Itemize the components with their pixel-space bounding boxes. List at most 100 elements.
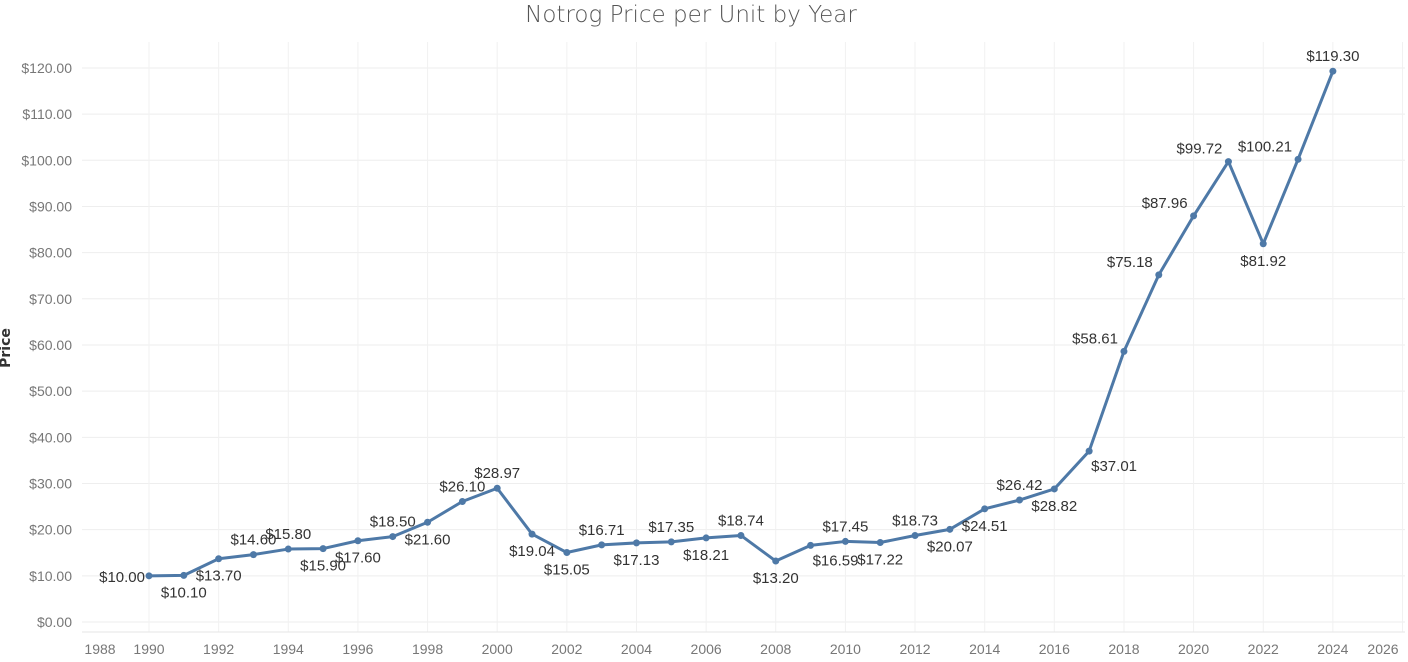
data-point bbox=[667, 538, 675, 546]
y-tick-label: $80.00 bbox=[29, 245, 72, 261]
data-point bbox=[911, 532, 919, 540]
data-point bbox=[1259, 240, 1267, 248]
x-tick-label: 2026 bbox=[1367, 641, 1398, 657]
x-tick-label: 1996 bbox=[342, 641, 373, 657]
data-label: $58.61 bbox=[1072, 330, 1118, 347]
y-tick-label: $0.00 bbox=[37, 614, 72, 630]
y-tick-label: $50.00 bbox=[29, 383, 72, 399]
data-label: $13.20 bbox=[753, 570, 799, 587]
data-point bbox=[1016, 496, 1023, 504]
data-point bbox=[215, 555, 223, 563]
data-label: $28.97 bbox=[474, 465, 520, 482]
y-tick-label: $40.00 bbox=[29, 429, 72, 445]
x-tick-label: 2006 bbox=[691, 641, 722, 657]
data-point bbox=[876, 538, 884, 546]
x-tick-label: 1990 bbox=[133, 641, 164, 657]
data-point bbox=[284, 545, 292, 553]
y-tick-label: $90.00 bbox=[29, 198, 72, 214]
data-label: $17.35 bbox=[648, 519, 694, 536]
data-point bbox=[458, 497, 466, 505]
x-tick-label: 1988 bbox=[84, 641, 115, 657]
data-point bbox=[772, 557, 780, 565]
x-tick-label: 2024 bbox=[1317, 641, 1348, 657]
data-point bbox=[807, 541, 815, 549]
series-line bbox=[148, 70, 1335, 578]
data-point bbox=[946, 525, 954, 533]
data-label: $37.01 bbox=[1091, 458, 1137, 475]
y-tick-label: $120.00 bbox=[21, 60, 72, 76]
x-tick-label: 2016 bbox=[1039, 641, 1070, 657]
x-tick-label: 1998 bbox=[412, 641, 443, 657]
data-label: $18.50 bbox=[370, 514, 416, 531]
data-label: $14.60 bbox=[231, 532, 277, 549]
data-label: $15.90 bbox=[300, 558, 346, 575]
data-point bbox=[1224, 158, 1232, 166]
data-point bbox=[528, 530, 536, 538]
data-label: $18.21 bbox=[683, 547, 729, 564]
data-label: $119.30 bbox=[1306, 48, 1359, 65]
x-tick-label: 2002 bbox=[551, 641, 582, 657]
data-point bbox=[737, 531, 745, 539]
data-point bbox=[1155, 271, 1163, 279]
x-tick-label: 2022 bbox=[1248, 641, 1279, 657]
data-point bbox=[145, 572, 153, 580]
data-point bbox=[981, 505, 989, 513]
data-point bbox=[702, 534, 710, 542]
data-label: $26.10 bbox=[439, 478, 485, 495]
data-label: $10.10 bbox=[161, 584, 207, 601]
data-label: $28.82 bbox=[1031, 498, 1077, 515]
y-tick-label: $100.00 bbox=[21, 152, 72, 168]
data-label: $17.45 bbox=[822, 518, 868, 535]
data-point bbox=[598, 541, 606, 549]
data-label: $15.05 bbox=[544, 562, 590, 579]
data-point bbox=[1190, 212, 1198, 220]
data-point bbox=[563, 549, 571, 557]
data-label: $87.96 bbox=[1142, 195, 1188, 212]
x-tick-label: 2004 bbox=[621, 641, 652, 657]
data-point bbox=[1329, 67, 1337, 75]
data-label: $24.51 bbox=[962, 518, 1008, 535]
x-tick-label: 2008 bbox=[760, 641, 791, 657]
data-point bbox=[249, 551, 257, 559]
y-tick-label: $30.00 bbox=[29, 475, 72, 491]
data-label: $18.74 bbox=[718, 512, 764, 529]
x-tick-label: 2012 bbox=[899, 641, 930, 657]
data-point bbox=[389, 533, 397, 541]
y-tick-label: $20.00 bbox=[29, 522, 72, 538]
y-tick-label: $110.00 bbox=[22, 106, 72, 122]
x-tick-label: 2018 bbox=[1108, 641, 1139, 657]
x-tick-label: 1994 bbox=[273, 641, 304, 657]
x-tick-label: 2014 bbox=[969, 641, 1000, 657]
data-label: $18.73 bbox=[892, 513, 938, 530]
data-point bbox=[841, 537, 849, 545]
data-label: $100.21 bbox=[1238, 138, 1292, 155]
data-label: $15.80 bbox=[265, 526, 311, 543]
data-point bbox=[1294, 155, 1302, 163]
data-point bbox=[180, 571, 188, 579]
x-tick-label: 2020 bbox=[1178, 641, 1209, 657]
data-label: $75.18 bbox=[1107, 254, 1153, 271]
data-label: $26.42 bbox=[997, 477, 1043, 494]
data-label: $20.07 bbox=[927, 538, 973, 555]
data-label: $13.70 bbox=[196, 568, 242, 585]
data-label: $17.60 bbox=[335, 550, 381, 567]
data-label: $16.59 bbox=[813, 552, 859, 569]
data-label: $17.22 bbox=[857, 551, 903, 568]
data-point bbox=[354, 537, 362, 545]
data-point bbox=[1085, 447, 1093, 455]
data-point bbox=[632, 539, 640, 547]
data-label: $19.04 bbox=[509, 543, 555, 560]
chart-title: Notrog Price per Unit by Year bbox=[525, 2, 857, 28]
y-tick-label: $70.00 bbox=[29, 291, 72, 307]
y-tick-label: $60.00 bbox=[29, 337, 72, 353]
data-label: $10.00 bbox=[99, 569, 145, 586]
data-point bbox=[1120, 347, 1128, 355]
x-tick-label: 2000 bbox=[482, 641, 513, 657]
data-label: $17.13 bbox=[614, 552, 660, 569]
data-point bbox=[424, 518, 432, 526]
data-point bbox=[493, 484, 501, 492]
data-label: $21.60 bbox=[405, 531, 451, 548]
data-label: $99.72 bbox=[1177, 141, 1223, 158]
x-tick-label: 1992 bbox=[203, 641, 234, 657]
